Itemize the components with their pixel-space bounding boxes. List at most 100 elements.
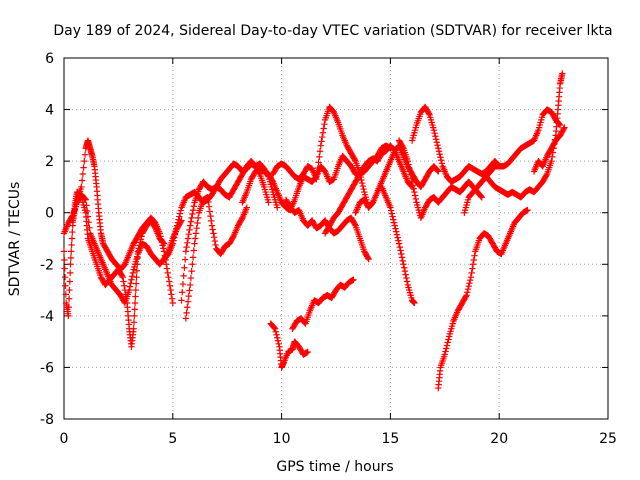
data-point [436,151,443,158]
data-point [183,243,190,251]
data-point [403,274,410,282]
data-point [437,154,444,161]
data-point [399,257,406,265]
data-point [411,192,419,199]
plot-frame [63,57,609,420]
data-point [208,217,215,225]
data-point [211,237,219,245]
data-point [443,342,451,349]
data-point [365,255,372,263]
data-point [210,230,217,237]
data-point [360,185,367,193]
data-point [168,291,175,298]
data-point [268,177,276,184]
data-point [444,339,451,346]
data-point [206,208,213,215]
series-sat-c [60,191,185,307]
data-point [274,204,281,211]
data-point [81,151,89,158]
data-point [188,267,195,275]
data-point [192,235,199,242]
data-point [392,225,399,232]
data-point [275,340,282,347]
data-point [435,145,442,152]
data-point [313,170,321,177]
data-point [391,222,398,229]
data-point [84,207,91,215]
data-point [191,240,198,247]
y-axis: -8 -6 -4 -2 0 2 4 6 [40,51,608,428]
data-point [478,194,485,201]
data-point [132,286,140,294]
data-point [66,269,74,277]
data-point [403,278,411,285]
data-point [441,351,448,358]
series-sat-f [182,194,250,322]
data-point [132,293,139,300]
data-points [60,70,568,392]
data-point [397,247,404,254]
data-point [169,240,176,247]
data-point [209,226,216,233]
data-point [398,250,405,258]
data-point [350,276,357,283]
data-point [271,325,279,332]
data-point [393,228,400,235]
data-point [387,204,394,211]
data-point [78,177,86,184]
data-point [210,234,218,241]
data-point [171,234,178,241]
data-point [425,110,433,117]
data-point [395,237,402,244]
data-point [193,224,200,232]
data-point [81,195,89,203]
data-point [561,124,568,131]
data-point [66,278,74,285]
series-sat-o [395,137,485,222]
data-point [442,348,449,355]
data-point [543,172,550,179]
data-point [62,282,69,289]
data-point [183,309,190,317]
data-point [464,286,472,293]
y-tick-label: 6 [45,51,54,67]
data-point [61,256,68,264]
data-point [412,195,419,203]
x-axis-label: GPS time / hours [276,459,393,475]
data-point [401,267,409,275]
chart-title: Day 189 of 2024, Sidereal Day-to-day VTE… [53,23,612,39]
data-point [68,235,76,242]
data-point [169,299,176,307]
data-point [65,304,72,311]
data-point [364,254,372,262]
data-point [351,221,359,228]
data-point [390,219,398,226]
data-point [359,182,367,190]
data-point [120,278,127,285]
data-point [133,273,140,281]
data-point [470,256,478,264]
data-point [69,228,76,236]
data-point [84,213,92,220]
data-point [121,282,128,289]
data-point [238,215,245,223]
data-point [160,245,167,252]
data-point [179,280,187,288]
data-point [194,219,201,227]
data-point [187,218,195,225]
data-point [119,273,126,281]
data-point [118,272,126,280]
data-point [165,278,173,285]
series-sat-r [461,106,564,216]
data-point [163,261,170,268]
data-point [433,139,441,146]
data-point [68,213,76,220]
x-tick-label: 20 [490,431,508,447]
series-sat-s [482,70,566,201]
data-point [320,125,327,132]
data-point [410,185,417,192]
data-point [81,157,88,165]
data-point [273,331,280,338]
y-tick-label: -4 [40,309,54,325]
data-point [178,297,185,304]
